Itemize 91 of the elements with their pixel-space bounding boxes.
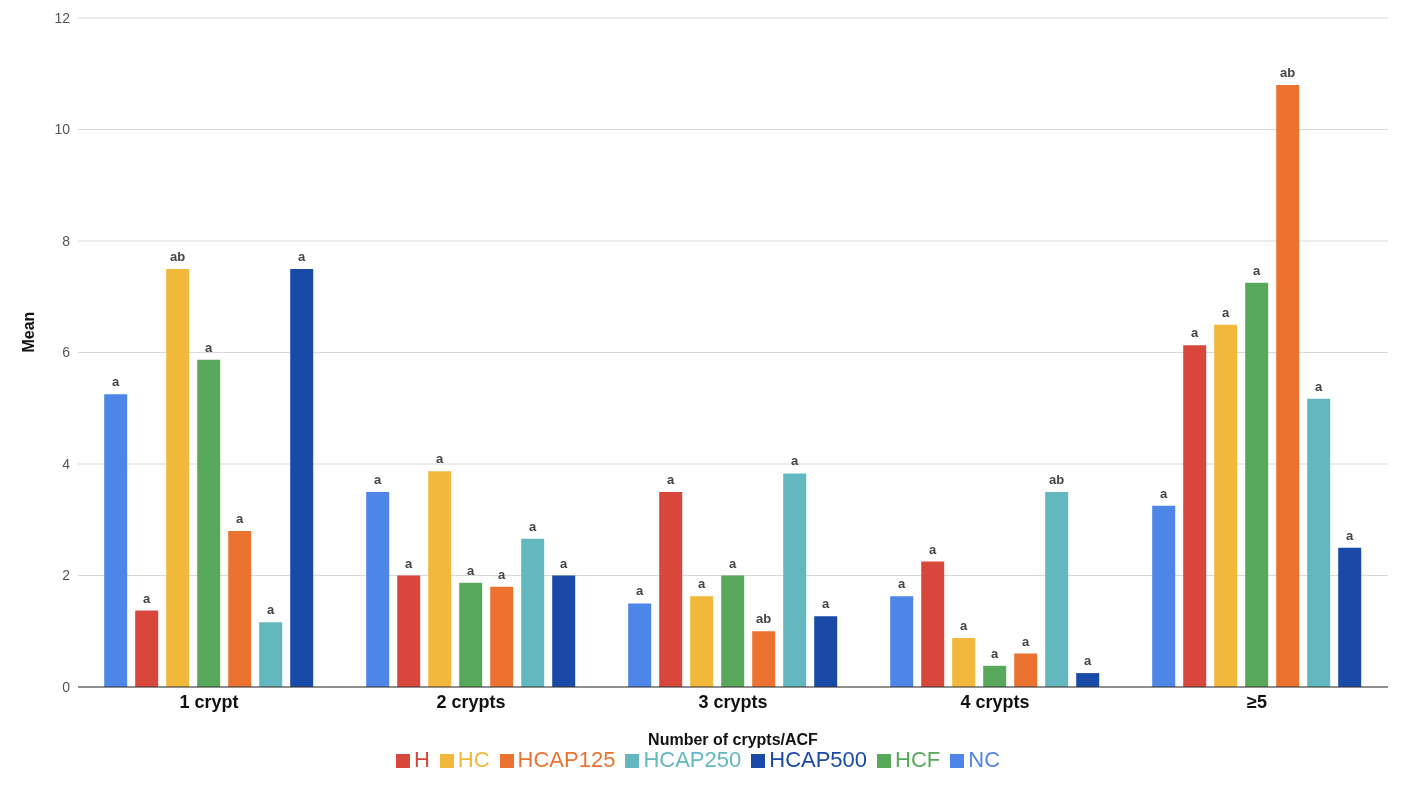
bar <box>690 596 714 687</box>
data-label: a <box>960 617 969 633</box>
bar <box>1276 84 1300 687</box>
bar <box>228 530 252 687</box>
bar <box>752 631 776 687</box>
bar <box>1045 491 1069 687</box>
data-label: a <box>267 602 276 618</box>
bar <box>952 637 976 687</box>
bar <box>983 665 1007 687</box>
x-tick-label: 3 crypts <box>698 691 768 712</box>
bar <box>1183 345 1207 687</box>
data-label: a <box>1315 378 1324 394</box>
legend-label: HCAP125 <box>517 747 616 772</box>
x-tick-label: 1 crypt <box>179 691 239 712</box>
bar <box>721 575 745 687</box>
bar <box>459 582 483 687</box>
data-label: a <box>822 596 831 612</box>
data-label: a <box>467 562 476 578</box>
bar <box>783 473 807 687</box>
data-label: a <box>698 576 707 592</box>
bar <box>166 268 190 687</box>
bar <box>1152 505 1176 687</box>
bar <box>490 586 514 687</box>
data-label: a <box>1253 262 1262 278</box>
y-tick-label: 2 <box>62 567 71 584</box>
data-label: a <box>1084 653 1093 669</box>
data-label: a <box>729 555 738 571</box>
bar <box>1214 324 1238 687</box>
data-label: ab <box>1049 471 1065 487</box>
data-label: a <box>298 248 307 264</box>
bar <box>135 610 159 687</box>
bar <box>552 575 576 687</box>
data-label: a <box>436 451 445 467</box>
data-label: a <box>560 555 569 571</box>
data-label: a <box>498 566 507 582</box>
data-label: a <box>991 645 1000 661</box>
y-axis-title: Mean <box>19 311 37 353</box>
bar <box>1338 547 1362 687</box>
legend-label: HCAP250 <box>643 747 742 772</box>
data-label: a <box>529 518 538 534</box>
x-tick-label: 2 crypts <box>436 691 506 712</box>
y-tick-label: 0 <box>62 678 71 695</box>
legend-label: HCF <box>895 747 941 772</box>
data-label: a <box>667 471 676 487</box>
data-label: a <box>1346 527 1355 543</box>
data-label: a <box>898 576 907 592</box>
y-tick-label: 10 <box>54 121 71 138</box>
bar <box>628 603 652 687</box>
bar <box>659 491 683 687</box>
legend-label: NC <box>968 747 1001 772</box>
x-tick-label: 4 crypts <box>960 691 1030 712</box>
y-tick-label: 12 <box>54 9 71 26</box>
data-label: a <box>1022 633 1031 649</box>
data-label: a <box>1222 304 1231 320</box>
bar <box>366 491 390 687</box>
bar <box>1014 653 1038 687</box>
data-label: a <box>205 339 214 355</box>
bar <box>814 616 838 687</box>
legend-label: HCAP500 <box>769 747 868 772</box>
bar <box>890 596 914 687</box>
data-label: a <box>405 555 414 571</box>
legend-label: H <box>413 747 430 772</box>
data-label: a <box>929 541 938 557</box>
data-label: ab <box>170 248 186 264</box>
legend-label: HC <box>457 747 490 772</box>
data-label: a <box>1191 325 1200 341</box>
data-label: a <box>791 453 800 469</box>
bar <box>1076 673 1100 687</box>
data-label: a <box>112 374 121 390</box>
data-label: a <box>636 583 645 599</box>
x-axis-title: Number of crypts/ACF <box>648 731 819 748</box>
data-label: a <box>374 471 383 487</box>
bar <box>1245 282 1269 687</box>
bar <box>290 268 314 687</box>
bar <box>259 622 283 687</box>
bar <box>921 561 945 687</box>
data-label: a <box>143 590 152 606</box>
bar <box>397 575 421 687</box>
data-label: a <box>236 510 245 526</box>
data-label: ab <box>756 611 772 627</box>
bar <box>197 359 221 687</box>
bar <box>521 538 545 687</box>
data-label: ab <box>1280 64 1296 80</box>
data-label: a <box>1160 485 1169 501</box>
x-tick-label: ≥5 <box>1247 691 1267 712</box>
bar <box>1307 398 1331 687</box>
y-tick-label: 8 <box>62 232 71 249</box>
y-tick-label: 6 <box>62 344 71 361</box>
bar <box>104 394 128 687</box>
bar <box>428 471 452 687</box>
y-tick-label: 4 <box>62 455 71 472</box>
